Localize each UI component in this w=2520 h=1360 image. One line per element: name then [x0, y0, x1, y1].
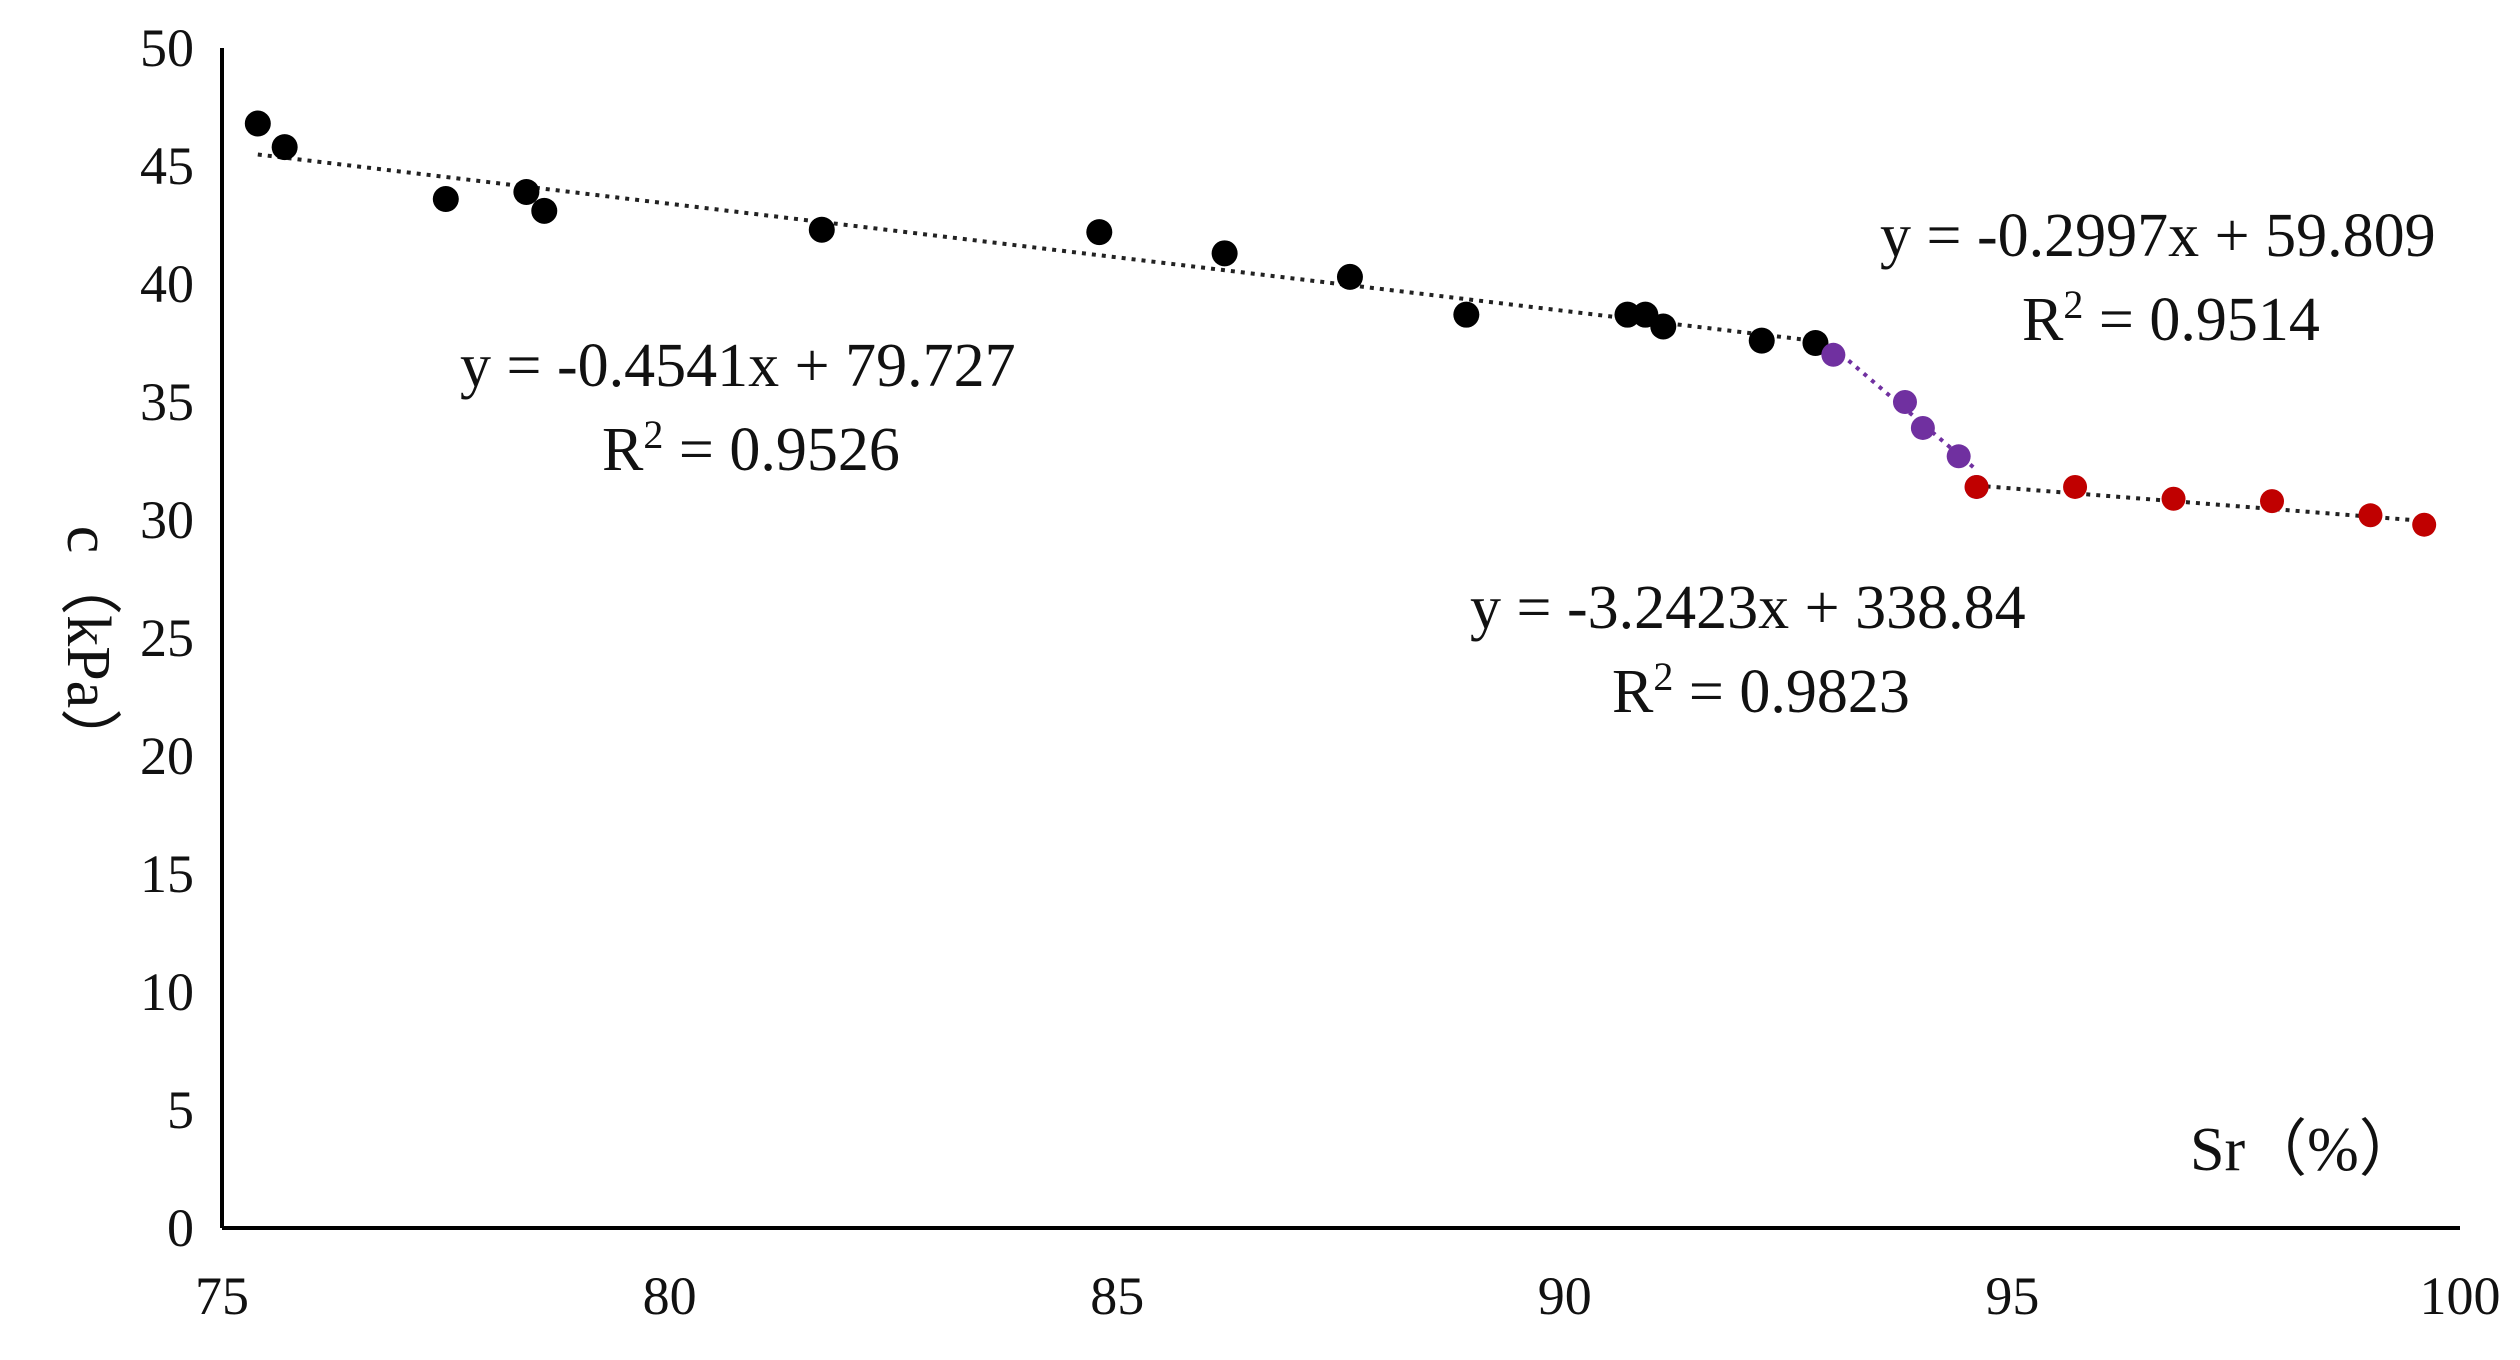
y-tick-label: 45 [140, 136, 194, 196]
trend-annotation-red: y = -0.2997x + 59.809 R2 = 0.9514 [1880, 202, 2436, 354]
r2-purple: R2 = 0.9823 [1612, 654, 1910, 726]
data-point-red [2260, 489, 2285, 514]
trend-annotation-purple: y = -3.2423x + 338.84 R2 = 0.9823 [1470, 574, 2026, 726]
y-tick-label: 25 [140, 608, 194, 668]
y-tick-label: 5 [167, 1080, 194, 1140]
y-tick-label: 35 [140, 372, 194, 432]
data-point-black [271, 134, 298, 161]
data-point-red [2063, 474, 2088, 499]
x-tick-label: 90 [1538, 1266, 1592, 1326]
y-tick-labels: 0 5 10 15 20 25 30 35 40 45 50 [140, 18, 194, 1258]
trend-line-purple [1832, 346, 1978, 472]
data-point-black [432, 186, 459, 213]
data-point-black [1336, 263, 1363, 290]
data-point-black [531, 197, 558, 224]
data-point-red [2412, 512, 2437, 537]
y-tick-label: 40 [140, 254, 194, 314]
data-point-black [1086, 219, 1113, 246]
equation-purple: y = -3.2423x + 338.84 [1470, 574, 2026, 642]
y-tick-label: 0 [167, 1198, 194, 1258]
trend-line-red [1976, 483, 2425, 523]
data-point-purple [1821, 342, 1846, 367]
data-point-red [2358, 503, 2383, 528]
y-tick-label: 50 [140, 18, 194, 78]
x-axis-label: Sr（%） [2190, 1116, 2421, 1184]
data-point-black [513, 178, 540, 205]
trend-annotation-black: y = -0.4541x + 79.727 R2 = 0.9526 [460, 332, 1016, 484]
data-point-purple [1910, 415, 1935, 440]
trend-line-black [257, 152, 1816, 343]
x-tick-label: 100 [2420, 1266, 2501, 1326]
equation-black: y = -0.4541x + 79.727 [460, 332, 1016, 400]
y-tick-label: 10 [140, 962, 194, 1022]
x-tick-labels: 75 80 85 90 95 100 [195, 1266, 2501, 1326]
x-tick-label: 75 [195, 1266, 249, 1326]
data-point-black [1650, 313, 1677, 340]
y-tick-label: 30 [140, 490, 194, 550]
data-point-black [1802, 330, 1829, 356]
data-point-black [808, 216, 835, 243]
y-axis-label: c（kPa） [54, 526, 122, 771]
data-point-purple [1946, 444, 1971, 469]
x-tick-label: 95 [1985, 1266, 2039, 1326]
data-point-purple [1892, 390, 1917, 414]
y-tick-label: 20 [140, 726, 194, 786]
r2-red: R2 = 0.9514 [2022, 282, 2320, 354]
r2-black: R2 = 0.9526 [602, 412, 900, 484]
x-tick-label: 80 [643, 1266, 697, 1326]
x-tick-label: 85 [1090, 1266, 1144, 1326]
data-point-red [2161, 486, 2186, 511]
data-point-black [1614, 301, 1641, 328]
data-point-black [1453, 301, 1480, 328]
equation-red: y = -0.2997x + 59.809 [1880, 202, 2436, 270]
data-point-black [244, 110, 271, 137]
y-tick-label: 15 [140, 844, 194, 904]
data-point-red [1964, 474, 1989, 499]
data-point-black [1748, 327, 1775, 354]
data-point-black [1211, 240, 1238, 267]
data-points [244, 110, 2437, 537]
axes [220, 48, 2460, 1230]
